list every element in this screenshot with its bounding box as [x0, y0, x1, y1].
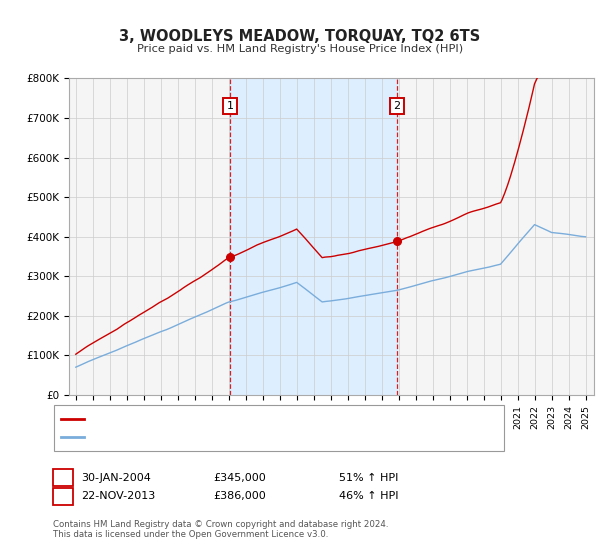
Text: Contains HM Land Registry data © Crown copyright and database right 2024.
This d: Contains HM Land Registry data © Crown c…: [53, 520, 388, 539]
Text: 2: 2: [394, 101, 400, 111]
Text: 46% ↑ HPI: 46% ↑ HPI: [339, 491, 398, 501]
Text: 1: 1: [59, 473, 66, 483]
Text: 2: 2: [59, 491, 66, 501]
Text: 30-JAN-2004: 30-JAN-2004: [81, 473, 151, 483]
Text: HPI: Average price, detached house, Torbay: HPI: Average price, detached house, Torb…: [89, 432, 313, 442]
Text: 51% ↑ HPI: 51% ↑ HPI: [339, 473, 398, 483]
Text: Price paid vs. HM Land Registry's House Price Index (HPI): Price paid vs. HM Land Registry's House …: [137, 44, 463, 54]
Text: 3, WOODLEYS MEADOW, TORQUAY, TQ2 6TS (detached house): 3, WOODLEYS MEADOW, TORQUAY, TQ2 6TS (de…: [89, 414, 413, 424]
Bar: [230, 78, 397, 395]
Text: 3, WOODLEYS MEADOW, TORQUAY, TQ2 6TS: 3, WOODLEYS MEADOW, TORQUAY, TQ2 6TS: [119, 30, 481, 44]
Text: £386,000: £386,000: [213, 491, 266, 501]
Text: 1: 1: [227, 101, 233, 111]
Text: £345,000: £345,000: [213, 473, 266, 483]
Text: 22-NOV-2013: 22-NOV-2013: [81, 491, 155, 501]
